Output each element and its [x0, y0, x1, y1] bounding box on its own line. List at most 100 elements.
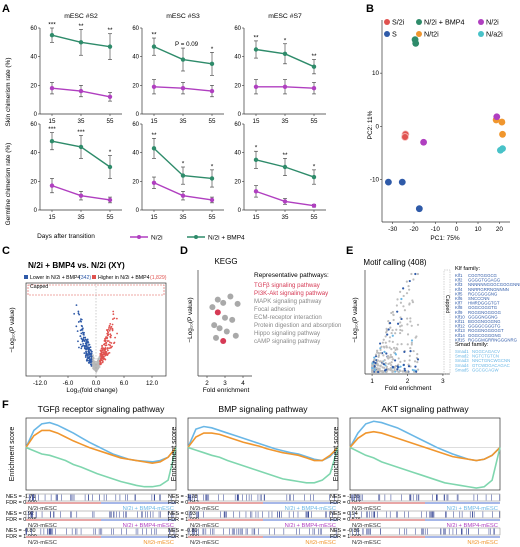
motif-point — [395, 328, 398, 331]
klf-name: Klf8 — [455, 305, 463, 310]
legend-label: N/t2i — [424, 30, 439, 39]
motif-point — [416, 361, 419, 364]
purple-point — [180, 86, 186, 91]
volcano-point — [100, 355, 103, 357]
group-label-right: N/2i + BMP4-mESC — [285, 523, 336, 529]
motif-point — [407, 285, 410, 288]
panel-label-e: E — [346, 245, 353, 257]
volcano-point — [82, 338, 85, 341]
volcano-point — [78, 313, 81, 316]
volcano-point — [104, 339, 107, 342]
motif-point — [379, 360, 382, 363]
panel-e-ylabel: −Log₁₀(P value) — [352, 297, 359, 342]
motif-point — [411, 300, 415, 304]
motif-point — [399, 301, 403, 304]
purple-point — [209, 197, 215, 203]
volcano-point — [76, 330, 79, 333]
purple-point — [282, 199, 288, 204]
volcano-point — [108, 347, 111, 350]
x-tick-label: 3 — [441, 378, 445, 385]
motif-point — [388, 346, 391, 349]
motif-point — [396, 322, 400, 325]
significance-stars: * — [255, 145, 258, 152]
klf-motif: GGGCGGGTG — [468, 305, 498, 310]
fdr-value: FDR = 0.042 — [168, 500, 199, 506]
rank-bar-left — [26, 536, 101, 538]
pca-point — [412, 39, 420, 47]
motif-point — [371, 366, 374, 370]
volcano-point — [87, 341, 90, 344]
klf-name: Klf13 — [455, 328, 465, 333]
gsea-frame — [25, 417, 177, 491]
motif-point — [412, 278, 415, 281]
green-point — [253, 157, 259, 163]
purple-point — [107, 94, 113, 100]
volcano-point — [81, 339, 84, 342]
x-tick-label: 35 — [78, 214, 85, 221]
panel-a-legend: N/2i N/2i + BMP4 — [130, 235, 245, 242]
motif-point — [405, 280, 408, 283]
motif-point — [378, 369, 381, 372]
y-tick-label: 0 — [238, 112, 242, 118]
volcano-point — [81, 331, 84, 334]
rank-bar-left — [26, 502, 101, 504]
volcano-point — [83, 347, 86, 350]
motif-point — [397, 357, 400, 360]
panel-b-ylabel: PC2: 11% — [367, 110, 374, 139]
x-tick-label: 10 — [474, 226, 482, 233]
volcano-point — [92, 365, 94, 367]
y-tick-label: 40 — [132, 151, 139, 157]
klf-motif: GGGGTGGAGG — [468, 278, 501, 283]
nes-value: NES = 0.92 — [6, 511, 34, 517]
klf-name: Klf15 — [455, 337, 465, 342]
motif-point — [396, 369, 399, 373]
klf-motif: GGGGCGGGTG — [468, 324, 501, 329]
y-tick-label: 0 — [34, 112, 38, 118]
green-point — [253, 47, 259, 52]
motif-point — [387, 328, 390, 331]
motif-point — [401, 329, 404, 332]
pathway-name: ECM-receptor interaction — [254, 314, 322, 321]
motif-point — [399, 328, 402, 332]
motif-point — [374, 370, 377, 374]
significance-stars: * — [109, 149, 112, 156]
gsea-plot: AKT signaling pathway Enrichment score NES… — [330, 404, 501, 546]
volcano-point — [89, 349, 92, 351]
volcano-point — [80, 332, 83, 335]
panel-e-motif-list: Klf1 CGGTGGGCG Klf2 GGGGTGGAGG Klf3 NNNNNNGGG… — [455, 273, 520, 372]
volcano-point — [106, 349, 109, 352]
volcano-point — [101, 346, 103, 348]
motif-point — [383, 369, 387, 372]
motif-point — [377, 351, 380, 355]
x-tick-label: 35 — [282, 214, 289, 221]
significance-stars: * — [182, 161, 185, 168]
motif-point — [373, 356, 376, 359]
kegg-point — [220, 299, 227, 306]
motif-point — [388, 356, 391, 359]
motif-point — [399, 316, 402, 319]
motif-point — [391, 365, 394, 368]
kegg-point-highlight — [214, 309, 221, 316]
smad-name: Smad1 — [455, 349, 469, 354]
y-tick-label: 60 — [234, 122, 241, 128]
significance-stars: ** — [253, 34, 259, 41]
volcano-point — [100, 347, 103, 350]
pathway-name: Protein digestion and absorption — [254, 322, 341, 329]
kegg-point — [216, 325, 223, 332]
volcano-point — [84, 336, 87, 339]
volcano-point — [88, 361, 91, 364]
legend-label: S — [392, 30, 397, 39]
enrichment-curve — [349, 446, 501, 489]
x-tick-label: 12.0 — [146, 380, 159, 387]
nes-value: NES = -1.36 — [330, 494, 360, 500]
motif-point — [389, 353, 392, 356]
y-tick-label: 20 — [234, 179, 241, 185]
volcano-point — [80, 318, 82, 321]
gsea-frame — [187, 417, 339, 491]
volcano-point — [75, 325, 78, 328]
motif-point — [394, 348, 397, 352]
volcano-point — [105, 329, 108, 331]
